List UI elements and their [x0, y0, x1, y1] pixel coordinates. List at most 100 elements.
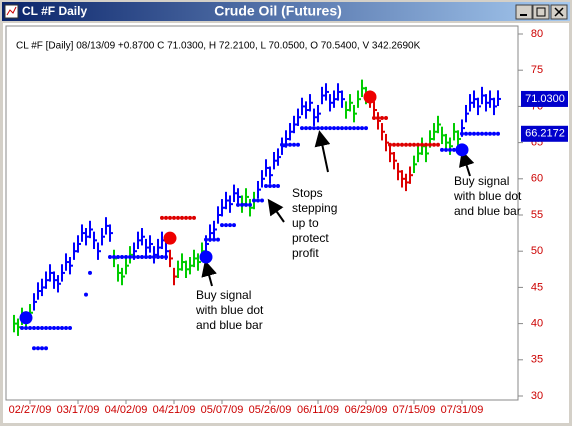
stop-dot: [84, 292, 88, 297]
stop-dot: [24, 325, 28, 330]
stop-dot: [184, 215, 188, 220]
stop-dot: [280, 142, 284, 147]
stop-dot: [88, 270, 92, 275]
y-tick-label: 60: [531, 173, 543, 185]
stop-dot: [68, 325, 72, 330]
x-tick-label: 07/15/09: [393, 404, 436, 416]
stop-dot: [140, 254, 144, 259]
app-icon-glyph: [6, 6, 17, 16]
stop-dot: [236, 202, 240, 207]
stop-dot: [164, 215, 168, 220]
minimize-button[interactable]: [515, 4, 533, 20]
y-tick-label: 45: [531, 281, 543, 293]
stop-dot: [360, 126, 364, 131]
stop-dot: [132, 254, 136, 259]
stop-dot: [272, 184, 276, 189]
stop-dot: [44, 325, 48, 330]
x-tick-label: 05/26/09: [249, 404, 292, 416]
stop-dot: [40, 325, 44, 330]
stop-dot: [44, 346, 48, 351]
chart-area: [3, 23, 569, 423]
stop-dot: [116, 254, 120, 259]
signal-dot: [363, 90, 377, 104]
stop-dot: [400, 142, 404, 147]
arrow: [314, 130, 331, 173]
stop-dot: [324, 126, 328, 131]
stop-dot: [448, 147, 452, 152]
stop-dot: [364, 126, 368, 131]
stop-dot: [56, 325, 60, 330]
stop-dot: [268, 184, 272, 189]
x-tick-label: 06/11/09: [297, 404, 339, 416]
x-tick-label: 02/27/09: [9, 404, 52, 416]
stop-dot: [468, 131, 472, 136]
maximize-glyph: [536, 7, 546, 17]
stop-dot: [328, 126, 332, 131]
stop-dot: [36, 346, 40, 351]
stop-dot: [484, 131, 488, 136]
y-tick-label: 35: [531, 354, 543, 366]
stop-dot: [284, 142, 288, 147]
stop-dot: [40, 346, 44, 351]
arrow: [267, 198, 285, 223]
stop-dot: [64, 325, 68, 330]
stop-dot: [372, 115, 376, 120]
stop-dot: [212, 237, 216, 242]
stop-dot: [396, 142, 400, 147]
stop-dot: [188, 215, 192, 220]
maximize-button[interactable]: [532, 4, 550, 20]
stop-dot: [148, 254, 152, 259]
x-tick-label: 04/02/09: [105, 404, 148, 416]
stop-dot: [444, 147, 448, 152]
stop-dot: [192, 215, 196, 220]
stop-dot: [224, 223, 228, 228]
stop-dot: [112, 254, 116, 259]
price-tag-label: 66.2172: [525, 128, 565, 140]
stop-dot: [248, 202, 252, 207]
stop-dot: [276, 184, 280, 189]
stop-dot: [32, 325, 36, 330]
price-tag: [521, 90, 568, 107]
stop-dot: [288, 142, 292, 147]
stop-dot: [348, 126, 352, 131]
stop-dot: [124, 254, 128, 259]
stop-dot: [344, 126, 348, 131]
stop-dot: [452, 147, 456, 152]
stop-dot: [380, 115, 384, 120]
signal-dot: [163, 231, 177, 245]
stop-dot: [340, 126, 344, 131]
arrow: [459, 150, 475, 177]
stop-dot: [220, 223, 224, 228]
y-tick-label: 40: [531, 318, 543, 330]
arrow: [201, 260, 217, 287]
stop-dot: [264, 184, 268, 189]
signal-dot: [455, 143, 469, 157]
stop-dot: [320, 126, 324, 131]
stop-dot: [152, 254, 156, 259]
annotation: and blue bar: [454, 204, 521, 218]
stop-dot: [36, 325, 40, 330]
stop-dot: [436, 142, 440, 147]
stop-dot: [312, 126, 316, 131]
stop-dot: [168, 215, 172, 220]
annotation: Buy signal: [196, 288, 251, 302]
stop-dot: [376, 115, 380, 120]
stop-dot: [232, 223, 236, 228]
stop-dot: [488, 131, 492, 136]
stop-dot: [336, 126, 340, 131]
stop-dot: [144, 254, 148, 259]
stop-dot: [160, 215, 164, 220]
x-tick-label: 05/07/09: [201, 404, 244, 416]
stop-dot: [108, 254, 112, 259]
stop-dot: [160, 254, 164, 259]
x-tick-label: 04/21/09: [153, 404, 196, 416]
stop-dot: [416, 142, 420, 147]
signal-dot: [199, 250, 213, 264]
annotation: Buy signal: [454, 174, 509, 188]
stop-dot: [136, 254, 140, 259]
stop-dot: [404, 142, 408, 147]
stop-dot: [28, 325, 32, 330]
stop-dot: [180, 215, 184, 220]
annotation: Stops: [292, 186, 323, 200]
